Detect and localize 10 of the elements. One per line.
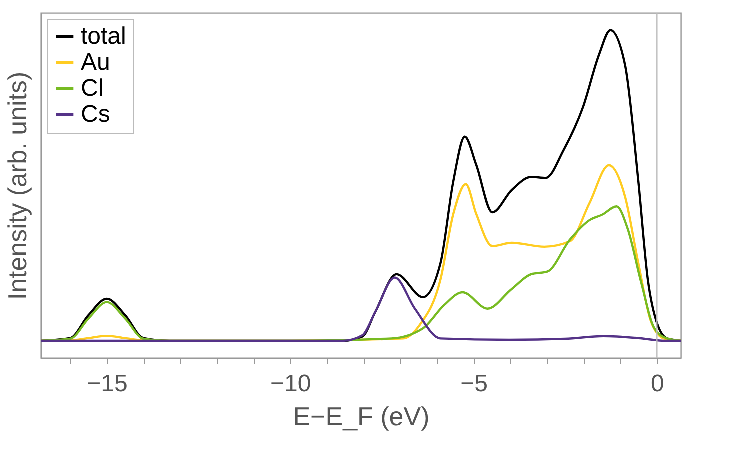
legend-label: total xyxy=(81,23,126,50)
x-tick-label: −5 xyxy=(460,370,488,398)
legend-label: Cl xyxy=(81,75,104,102)
y-axis-title: Intensity (arb. units) xyxy=(2,72,32,300)
x-tick-label: −10 xyxy=(270,370,312,398)
x-tick-label: 0 xyxy=(650,370,664,398)
x-axis-title: E−E_F (eV) xyxy=(293,402,430,432)
legend-label: Au xyxy=(81,49,110,76)
legend-label: Cs xyxy=(81,101,110,128)
x-tick-label: −15 xyxy=(87,370,128,398)
